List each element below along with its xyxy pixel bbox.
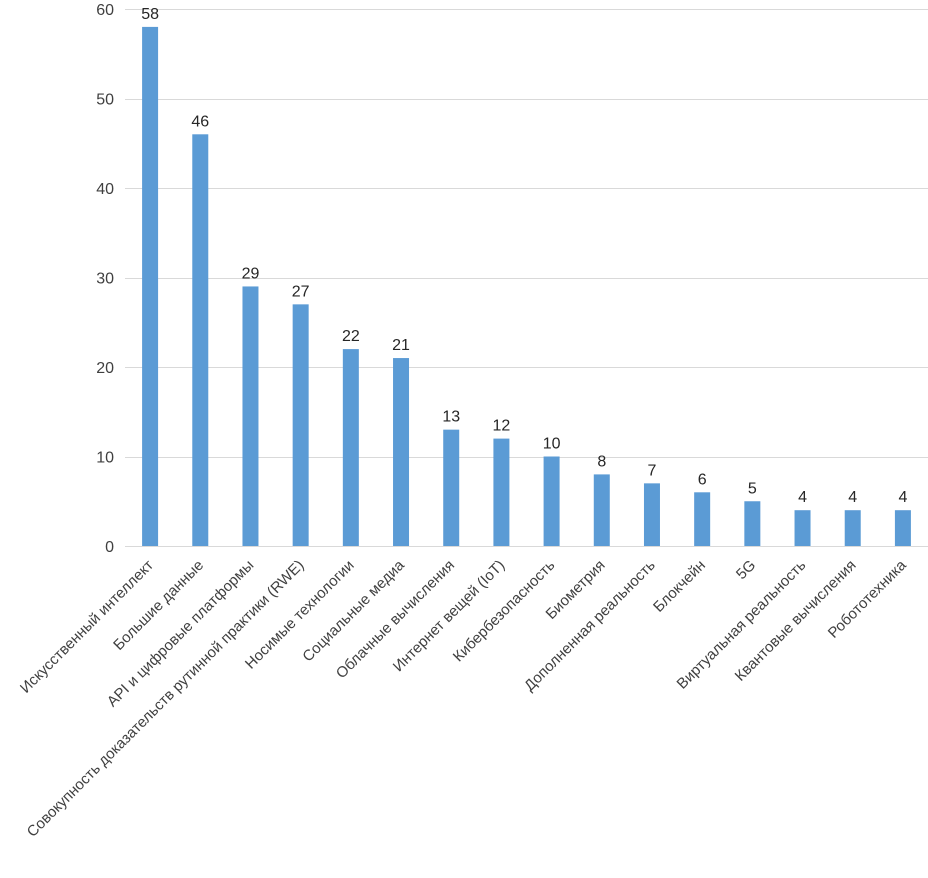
y-tick-label: 0 [105, 539, 114, 556]
bars [142, 26, 911, 547]
x-tick-label: Блокчейн [650, 557, 709, 616]
data-label: 46 [191, 113, 209, 130]
bar [593, 474, 610, 546]
bar [342, 349, 359, 546]
y-tick-label: 40 [96, 181, 114, 198]
bar [694, 492, 711, 546]
bar [744, 501, 761, 546]
data-label: 27 [292, 283, 310, 300]
data-label: 58 [141, 6, 159, 23]
bar [894, 510, 911, 546]
bar [794, 510, 811, 546]
bar [443, 429, 460, 546]
bar [192, 134, 209, 547]
data-label: 6 [698, 471, 707, 488]
y-tick-label: 30 [96, 271, 114, 288]
data-labels: 58 46 29 27 22 21 13 12 10 8 7 6 5 4 4 4 [141, 6, 907, 506]
bar [543, 456, 560, 546]
data-label: 29 [242, 265, 260, 282]
data-label: 8 [597, 453, 606, 470]
y-tick-label: 20 [96, 360, 114, 377]
bar [393, 358, 410, 546]
y-tick-label: 60 [96, 2, 114, 19]
data-label: 12 [493, 418, 511, 435]
y-tick-label: 50 [96, 92, 114, 109]
data-label: 4 [898, 489, 907, 506]
data-label: 10 [543, 436, 561, 453]
data-label: 13 [442, 409, 460, 426]
data-label: 4 [798, 489, 807, 506]
data-label: 22 [342, 328, 360, 345]
bar [292, 304, 309, 546]
data-label: 4 [848, 489, 857, 506]
bar [844, 510, 861, 546]
x-tick-label: Большие данные [110, 557, 207, 654]
gridlines [125, 9, 928, 547]
x-tick-label: 5G [733, 557, 759, 583]
y-axis-ticks: 0 10 20 30 40 50 60 [96, 2, 114, 556]
data-label: 5 [748, 480, 757, 497]
bar [493, 438, 510, 546]
bar [242, 286, 259, 546]
y-tick-label: 10 [96, 450, 114, 467]
data-label: 21 [392, 337, 410, 354]
data-label: 7 [648, 462, 657, 479]
bar [142, 26, 159, 546]
bar [643, 483, 660, 546]
